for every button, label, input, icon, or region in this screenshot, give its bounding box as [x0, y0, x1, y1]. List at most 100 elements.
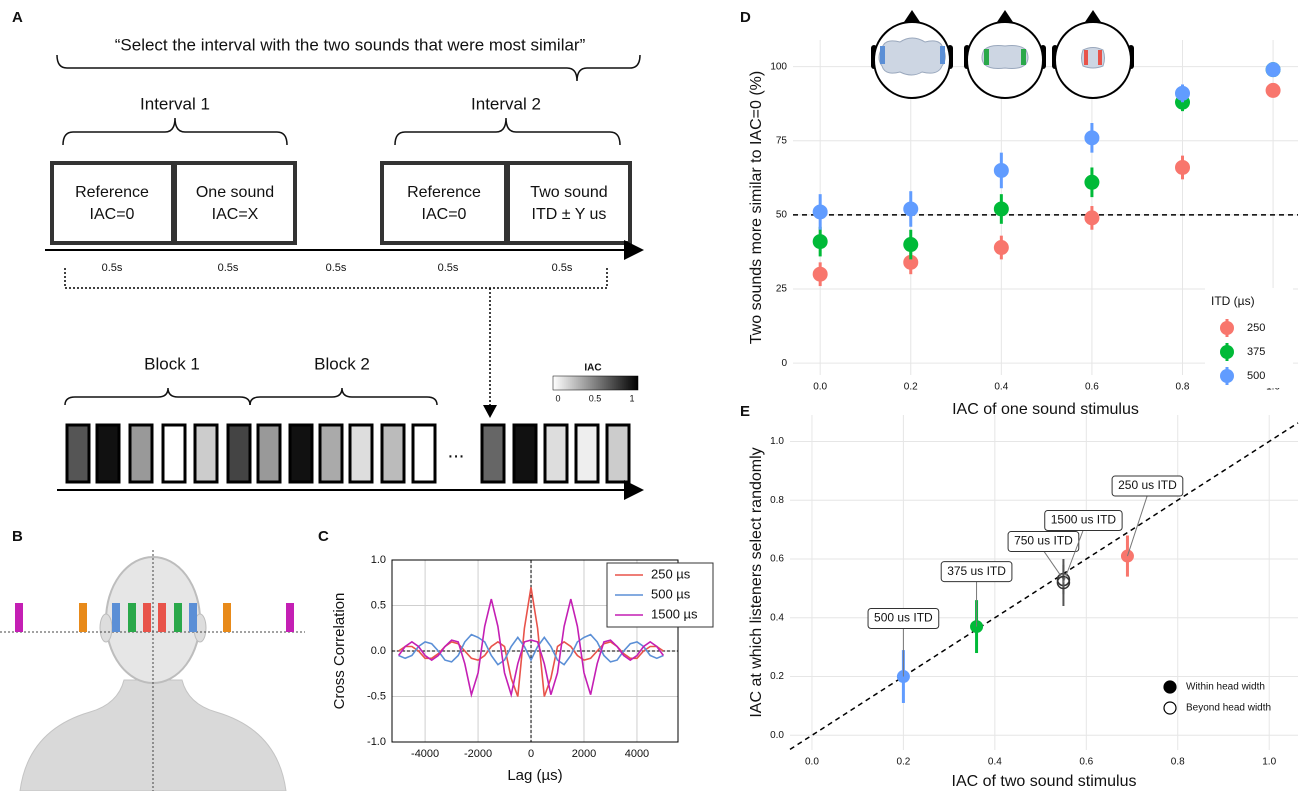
- legend: [1205, 288, 1293, 388]
- y-tick-label: 0.8: [770, 495, 784, 506]
- point: [812, 204, 828, 220]
- head-icon: [871, 10, 953, 99]
- y-axis-label: Cross Correlation: [331, 593, 348, 710]
- ellipsis: ...: [448, 440, 465, 462]
- legend-label: 375: [1247, 346, 1265, 358]
- y-tick-label: 0.2: [770, 671, 784, 682]
- point: [993, 240, 1009, 256]
- legend-label: Within head width: [1186, 682, 1265, 693]
- x-tick-label: 0.6: [1085, 382, 1099, 393]
- colorbar: [552, 375, 639, 391]
- colorbar-label: 0: [555, 393, 560, 403]
- trial: [65, 423, 91, 484]
- colorbar-label: 1: [629, 393, 634, 403]
- point-label: 500 us ITD: [874, 611, 933, 625]
- point: [1084, 210, 1100, 226]
- source-bar: [286, 603, 294, 632]
- box-text: IAC=0: [90, 206, 135, 223]
- trial: [95, 423, 121, 484]
- duration: 0.5s: [552, 262, 573, 274]
- legend: [606, 562, 714, 628]
- point: [812, 266, 828, 282]
- y-tick-label: 75: [776, 135, 788, 146]
- instruction: “Select the interval with the two sounds…: [115, 35, 586, 54]
- interval-box: [380, 161, 508, 245]
- source-bar: [128, 603, 136, 632]
- point-label: 750 us ITD: [1014, 534, 1073, 548]
- y-tick-label: 1.0: [371, 554, 386, 566]
- panel-label: A: [12, 9, 23, 26]
- label-leader: [1126, 494, 1148, 557]
- x-tick-label: 0.0: [813, 382, 827, 393]
- box-text: ITD ± Y us: [532, 206, 607, 223]
- point: [1084, 130, 1100, 146]
- legend-label: 250: [1247, 322, 1265, 334]
- duration: 0.5s: [218, 262, 239, 274]
- y-axis-label: IAC at which listeners select randomly: [748, 447, 765, 717]
- y-tick-label: -0.5: [367, 690, 386, 702]
- head-icons: [871, 10, 1134, 99]
- box-text: IAC=X: [212, 206, 259, 223]
- trial: [512, 423, 538, 484]
- source-bar: [15, 603, 23, 632]
- panel-label: E: [740, 403, 750, 420]
- brace: [249, 387, 438, 406]
- label-box: [867, 608, 940, 630]
- trial: [605, 423, 631, 484]
- x-tick-label: 4000: [625, 748, 649, 760]
- identity-line: [789, 422, 1299, 751]
- legend-label: 1500 µs: [651, 606, 698, 621]
- trial: [288, 423, 314, 484]
- y-tick-label: 0.0: [371, 645, 386, 657]
- point: [1175, 159, 1191, 175]
- label-box: [1044, 510, 1123, 531]
- trial: [128, 423, 154, 484]
- duration: 0.5s: [102, 262, 123, 274]
- head-icon: [964, 10, 1046, 99]
- point-label: 1500 us ITD: [1051, 513, 1117, 527]
- block-title: Block 2: [314, 354, 370, 373]
- y-tick-label: 1.0: [770, 436, 784, 447]
- source-bar: [223, 603, 231, 632]
- x-tick-label: 0.6: [1079, 757, 1093, 768]
- y-tick-label: -1.0: [367, 736, 386, 748]
- source-bar: [158, 603, 166, 632]
- point: [993, 201, 1009, 217]
- duration: 0.5s: [326, 262, 347, 274]
- point: [1265, 62, 1281, 78]
- point: [903, 237, 919, 253]
- y-tick-label: 25: [776, 284, 788, 295]
- source-bar: [112, 603, 120, 632]
- trial: [226, 423, 252, 484]
- trial: [256, 423, 282, 484]
- interval-box: [173, 161, 297, 245]
- colorbar-label: 0.5: [589, 393, 602, 403]
- x-axis-label: Lag (µs): [507, 767, 562, 784]
- y-axis-label: Two sounds more similar to IAC=0 (%): [748, 71, 765, 344]
- x-tick-label: -2000: [464, 748, 492, 760]
- y-tick-label: 100: [770, 61, 787, 72]
- brace: [56, 54, 641, 82]
- source-bar: [143, 603, 151, 632]
- brace: [394, 117, 621, 146]
- legend-label: 500: [1247, 370, 1265, 382]
- legend-swatch: [1163, 701, 1177, 715]
- label-box: [940, 561, 1013, 583]
- panel-label: C: [318, 528, 329, 545]
- y-tick-label: 50: [776, 210, 788, 221]
- x-tick-label: 1.0: [1262, 757, 1276, 768]
- trial: [193, 423, 219, 484]
- series-line: [397, 598, 665, 698]
- box-text: IAC=0: [422, 206, 467, 223]
- source-bar: [79, 603, 87, 632]
- panel-label: D: [740, 9, 751, 26]
- point-label: 375 us ITD: [947, 564, 1006, 578]
- colorbar-title: IAC: [584, 363, 601, 374]
- head-icon: [1052, 10, 1134, 99]
- trial: [161, 423, 187, 484]
- point: [1175, 85, 1191, 101]
- connector: [64, 268, 608, 410]
- trial: [318, 423, 344, 484]
- point-label: 250 us ITD: [1118, 478, 1177, 492]
- x-tick-label: -4000: [411, 748, 439, 760]
